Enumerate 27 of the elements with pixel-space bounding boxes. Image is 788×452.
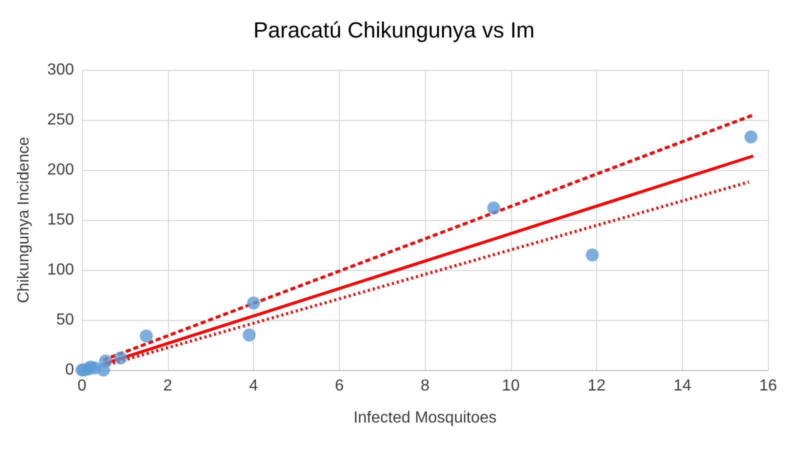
point [247,296,260,310]
point [586,248,599,262]
x-tick-label: 6 [334,378,344,394]
x-tick-label: 0 [78,378,87,394]
point [744,130,758,144]
y-tick-label: 250 [47,112,74,128]
point [242,328,256,342]
y-tick-label: 0 [65,362,74,378]
y-tick-label: 200 [47,162,74,178]
point [140,330,153,342]
x-tick-label: 14 [673,378,692,394]
x-axis-title: Infected Mosquitoes [353,410,497,426]
x-tick-label: 12 [588,378,606,394]
y-tick-label: 300 [47,62,74,78]
chart-title: Paracatú Chikungunya vs Im [253,18,535,42]
point [487,202,500,214]
y-axis-title: Chikungunya Incidence [16,136,32,304]
x-tick-label: 8 [420,378,430,394]
y-tick-label: 100 [47,262,74,278]
x-tick-label: 4 [249,378,258,394]
point [114,352,128,364]
x-tick-label: 10 [502,378,520,394]
y-tick-label: 150 [47,212,74,228]
point [99,354,112,368]
y-tick-label: 50 [56,312,74,328]
x-tick-label: 2 [163,378,172,394]
x-tick-label: 16 [759,378,778,394]
